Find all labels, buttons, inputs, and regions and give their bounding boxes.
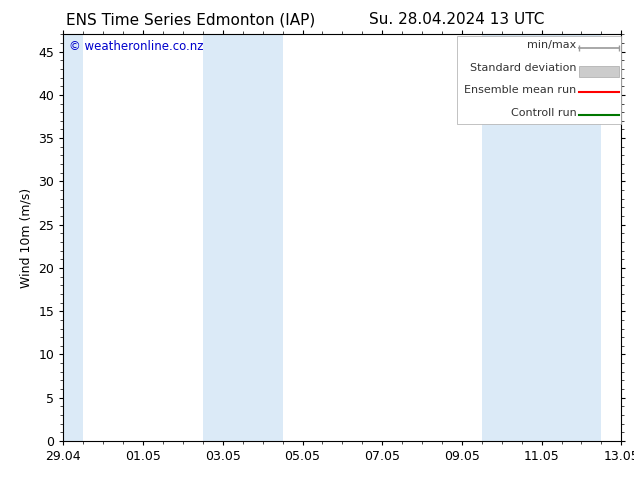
Text: Ensemble mean run: Ensemble mean run [465,85,577,95]
Text: min/max: min/max [527,40,577,50]
Text: Standard deviation: Standard deviation [470,63,577,73]
Text: min/max: min/max [527,40,577,50]
Text: ENS Time Series Edmonton (IAP): ENS Time Series Edmonton (IAP) [65,12,315,27]
FancyBboxPatch shape [579,66,619,77]
Text: © weatheronline.co.nz: © weatheronline.co.nz [69,40,204,53]
Text: Standard deviation: Standard deviation [470,63,577,73]
Bar [482,34,602,441]
Text: Su. 28.04.2024 13 UTC: Su. 28.04.2024 13 UTC [369,12,544,27]
Text: Controll run: Controll run [511,107,577,118]
Text: Ensemble mean run: Ensemble mean run [465,85,577,95]
Bar [203,34,283,441]
FancyBboxPatch shape [456,36,621,124]
Y-axis label: Wind 10m (m/s): Wind 10m (m/s) [20,188,33,288]
Text: Controll run: Controll run [511,107,577,118]
FancyBboxPatch shape [579,66,619,77]
Bar [63,34,83,441]
